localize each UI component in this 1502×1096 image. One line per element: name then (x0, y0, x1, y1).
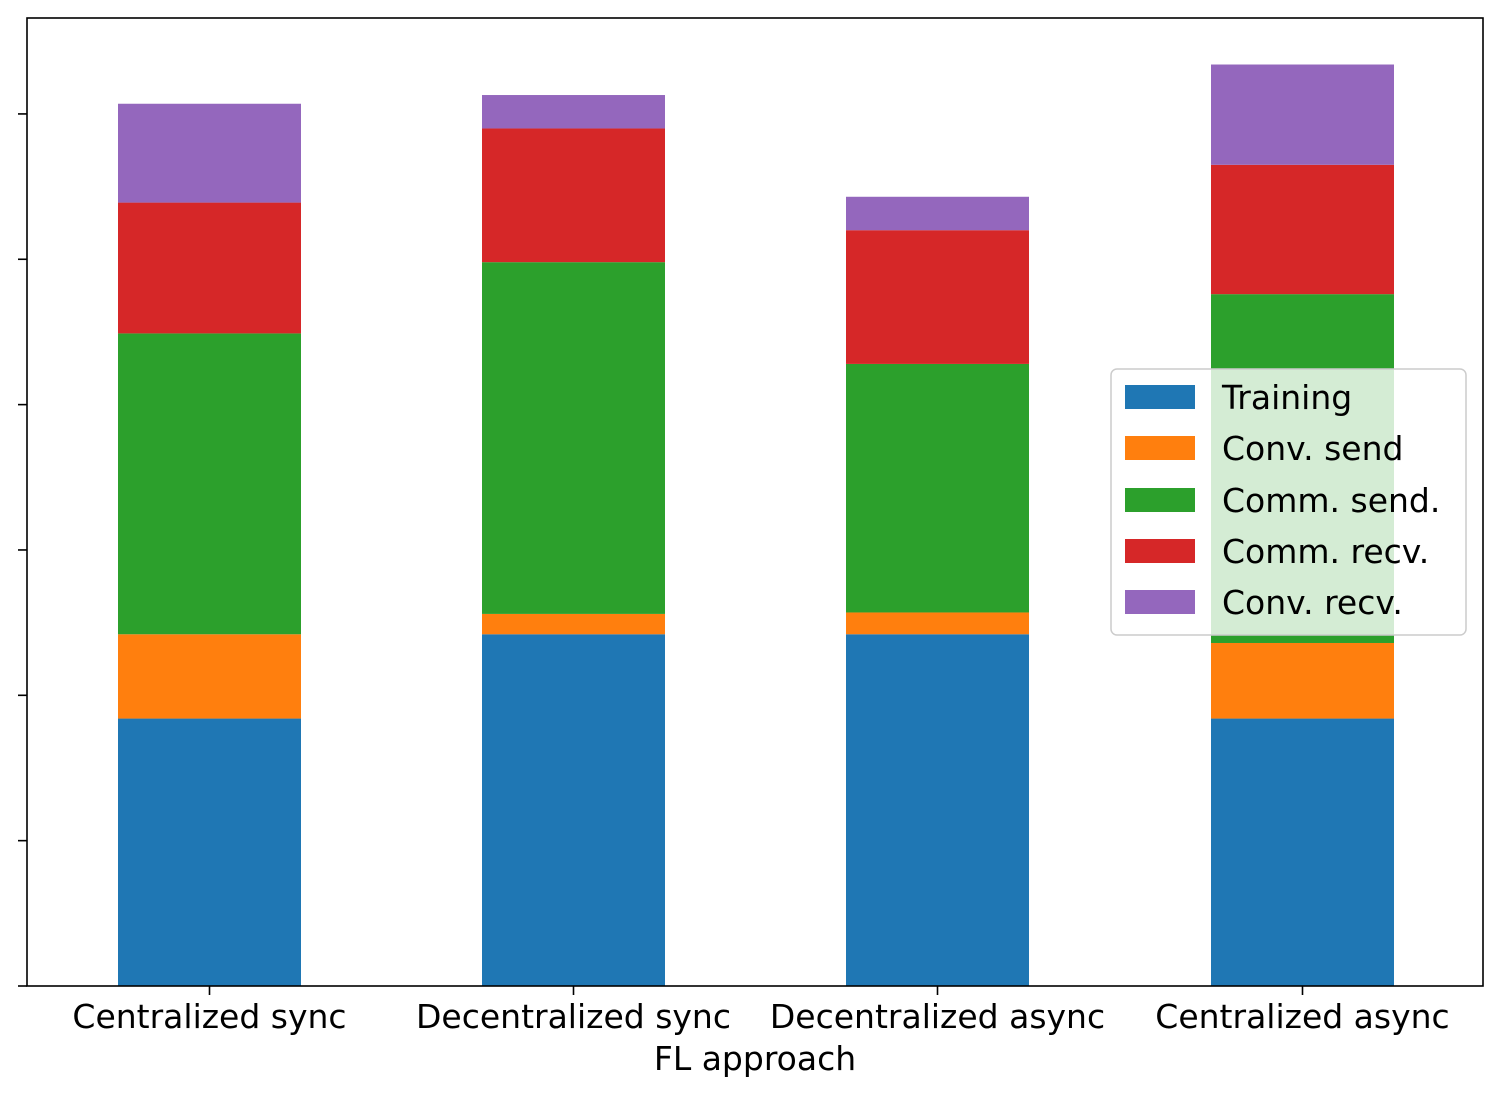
bar-segment-2-4 (846, 196, 1029, 231)
x-axis-label: FL approach (654, 1039, 856, 1078)
legend-swatch-3 (1125, 539, 1195, 563)
bar-segment-0-0 (118, 718, 301, 986)
legend-label-3: Comm. recv. (1222, 532, 1429, 571)
legend-items: Training Conv. send Comm. send. Comm. recv.… (1125, 378, 1440, 622)
bar-segment-0-1 (118, 634, 301, 719)
legend-swatch-4 (1125, 590, 1195, 614)
bar-segment-0-4 (118, 103, 301, 203)
x-axis-ticks: Centralized sync Decentralized sync Decent… (72, 986, 1450, 1036)
legend-label-2: Comm. send. (1222, 481, 1440, 520)
legend-label-1: Conv. send (1222, 429, 1403, 468)
bar-segment-1-4 (482, 95, 665, 129)
bar-segment-3-3 (1211, 164, 1394, 295)
bar-segment-0-3 (118, 202, 301, 334)
bar-segment-1-1 (482, 613, 665, 635)
legend-swatch-0 (1125, 385, 1195, 409)
legend: Training Conv. send Comm. send. Comm. recv.… (1110, 368, 1467, 636)
bar-segment-0-2 (118, 333, 301, 635)
legend-label-4: Conv. recv. (1222, 583, 1403, 622)
bar-segment-1-3 (482, 128, 665, 263)
bar-segment-1-2 (482, 262, 665, 614)
bar-segment-2-3 (846, 230, 1029, 364)
legend-swatch-2 (1125, 488, 1195, 512)
legend-box (1110, 368, 1467, 636)
legend-swatch-1 (1125, 436, 1195, 460)
plot-frame (26, 17, 1484, 987)
bar-segment-2-0 (846, 634, 1029, 986)
bars-layer (118, 64, 1394, 986)
bar-segment-3-0 (1211, 718, 1394, 986)
x-tick-label-2: Decentralized async (770, 997, 1105, 1036)
y-axis-ticks (18, 113, 27, 987)
x-tick-label-3: Centralized async (1155, 997, 1449, 1036)
bar-segment-2-1 (846, 612, 1029, 635)
legend-label-0: Training (1221, 378, 1352, 417)
bar-segment-3-4 (1211, 64, 1394, 165)
bar-segment-1-0 (482, 634, 665, 986)
x-tick-label-1: Decentralized sync (416, 997, 731, 1036)
x-tick-label-0: Centralized sync (72, 997, 346, 1036)
bar-segment-2-2 (846, 363, 1029, 613)
bar-segment-3-1 (1211, 642, 1394, 719)
